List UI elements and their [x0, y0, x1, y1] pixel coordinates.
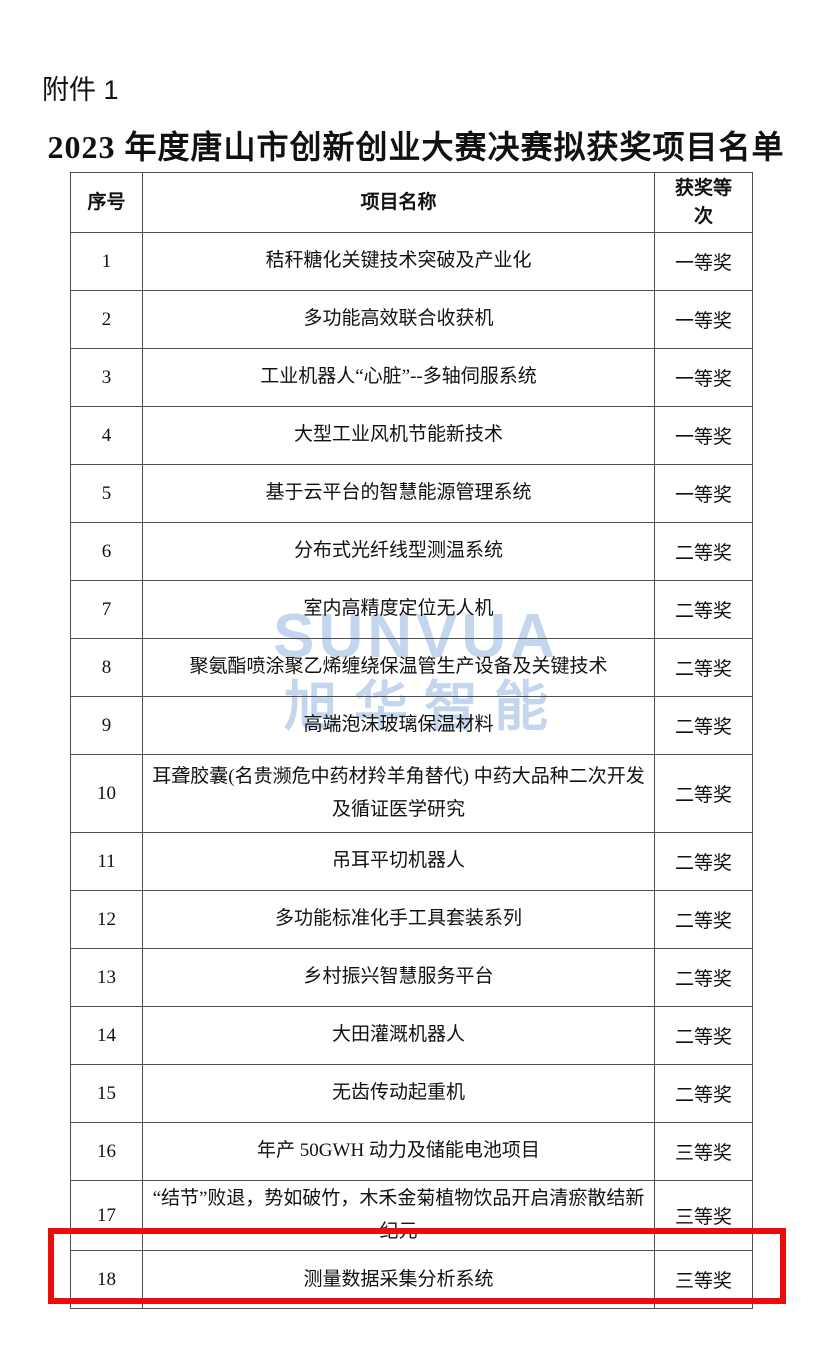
table-header-row: 序号 项目名称 获奖等次	[70, 171, 753, 234]
cell-index: 17	[70, 1180, 143, 1252]
cell-project-name: 测量数据采集分析系统	[142, 1250, 655, 1310]
cell-index: 2	[70, 290, 143, 350]
cell-award-level: 二等奖	[654, 890, 753, 950]
cell-award-level: 三等奖	[654, 1122, 753, 1182]
cell-project-name: 基于云平台的智慧能源管理系统	[142, 464, 655, 524]
cell-index: 12	[70, 890, 143, 950]
cell-project-name: 无齿传动起重机	[142, 1064, 655, 1124]
table-row: 7 室内高精度定位无人机 二等奖	[70, 580, 753, 640]
cell-award-level: 二等奖	[654, 580, 753, 640]
cell-project-name: 吊耳平切机器人	[142, 832, 655, 892]
cell-index: 6	[70, 522, 143, 582]
table-row: 11 吊耳平切机器人 二等奖	[70, 832, 753, 892]
cell-award-level: 一等奖	[654, 290, 753, 350]
table-row: 14 大田灌溉机器人 二等奖	[70, 1006, 753, 1066]
table-row: 2 多功能高效联合收获机 一等奖	[70, 290, 753, 350]
cell-index: 7	[70, 580, 143, 640]
cell-project-name: 年产 50GWH 动力及储能电池项目	[142, 1122, 655, 1182]
cell-award-level: 三等奖	[654, 1250, 753, 1310]
cell-index: 10	[70, 754, 143, 834]
cell-project-name: 秸秆糖化关键技术突破及产业化	[142, 232, 655, 292]
cell-index: 11	[70, 832, 143, 892]
cell-project-name: 室内高精度定位无人机	[142, 580, 655, 640]
cell-index: 4	[70, 406, 143, 466]
table-row: 1 秸秆糖化关键技术突破及产业化 一等奖	[70, 232, 753, 292]
table-row: 10 耳聋胶囊(名贵濒危中药材羚羊角替代) 中药大品种二次开发及循证医学研究 二等奖	[70, 754, 753, 834]
table-body: 1 秸秆糖化关键技术突破及产业化 一等奖 2 多功能高效联合收获机 一等奖 3 工业机器人“心…	[70, 232, 753, 1310]
table-row: 3 工业机器人“心脏”--多轴伺服系统 一等奖	[70, 348, 753, 408]
cell-award-level: 二等奖	[654, 948, 753, 1008]
cell-index: 3	[70, 348, 143, 408]
table-row: 4 大型工业风机节能新技术 一等奖	[70, 406, 753, 466]
cell-award-level: 三等奖	[654, 1180, 753, 1252]
cell-project-name: 工业机器人“心脏”--多轴伺服系统	[142, 348, 655, 408]
cell-award-level: 二等奖	[654, 638, 753, 698]
cell-award-level: 二等奖	[654, 522, 753, 582]
attachment-label: 附件 1	[42, 75, 119, 105]
header-award-level-text: 获奖等次	[674, 178, 732, 227]
table-row: 9 高端泡沫玻璃保温材料 二等奖	[70, 696, 753, 756]
table-row: 17 “结节”败退，势如破竹，木禾金菊植物饮品开启清瘀散结新纪元 三等奖	[70, 1180, 753, 1252]
header-award-level: 获奖等次	[654, 171, 753, 234]
table-head: 序号 项目名称 获奖等次	[70, 171, 753, 234]
cell-index: 16	[70, 1122, 143, 1182]
header-project-name: 项目名称	[142, 171, 655, 234]
cell-award-level: 二等奖	[654, 1006, 753, 1066]
awards-table: 序号 项目名称 获奖等次 1 秸秆糖化关键技术突破及产业化 一等奖 2 多功能高效联合收…	[70, 171, 753, 1310]
cell-award-level: 一等奖	[654, 464, 753, 524]
cell-project-name: 聚氨酯喷涂聚乙烯缠绕保温管生产设备及关键技术	[142, 638, 655, 698]
cell-award-level: 二等奖	[654, 696, 753, 756]
cell-award-level: 一等奖	[654, 406, 753, 466]
table-row: 12 多功能标准化手工具套装系列 二等奖	[70, 890, 753, 950]
cell-index: 18	[70, 1250, 143, 1310]
table-row: 8 聚氨酯喷涂聚乙烯缠绕保温管生产设备及关键技术 二等奖	[70, 638, 753, 698]
cell-project-name: “结节”败退，势如破竹，木禾金菊植物饮品开启清瘀散结新纪元	[142, 1180, 655, 1252]
cell-project-name: 分布式光纤线型测温系统	[142, 522, 655, 582]
cell-project-name: 乡村振兴智慧服务平台	[142, 948, 655, 1008]
header-index: 序号	[70, 171, 143, 234]
table-row: 18 测量数据采集分析系统 三等奖	[70, 1250, 753, 1310]
cell-index: 13	[70, 948, 143, 1008]
table-row: 5 基于云平台的智慧能源管理系统 一等奖	[70, 464, 753, 524]
cell-project-name: 高端泡沫玻璃保温材料	[142, 696, 655, 756]
cell-index: 15	[70, 1064, 143, 1124]
cell-index: 1	[70, 232, 143, 292]
cell-project-name: 耳聋胶囊(名贵濒危中药材羚羊角替代) 中药大品种二次开发及循证医学研究	[142, 754, 655, 834]
cell-index: 8	[70, 638, 143, 698]
table-row: 6 分布式光纤线型测温系统 二等奖	[70, 522, 753, 582]
cell-project-name: 大型工业风机节能新技术	[142, 406, 655, 466]
table-row: 16 年产 50GWH 动力及储能电池项目 三等奖	[70, 1122, 753, 1182]
cell-award-level: 一等奖	[654, 348, 753, 408]
cell-award-level: 二等奖	[654, 1064, 753, 1124]
cell-index: 14	[70, 1006, 143, 1066]
cell-award-level: 一等奖	[654, 232, 753, 292]
cell-award-level: 二等奖	[654, 832, 753, 892]
cell-award-level: 二等奖	[654, 754, 753, 834]
cell-project-name: 大田灌溉机器人	[142, 1006, 655, 1066]
cell-project-name: 多功能高效联合收获机	[142, 290, 655, 350]
cell-index: 5	[70, 464, 143, 524]
table-row: 13 乡村振兴智慧服务平台 二等奖	[70, 948, 753, 1008]
table-row: 15 无齿传动起重机 二等奖	[70, 1064, 753, 1124]
cell-project-name: 多功能标准化手工具套装系列	[142, 890, 655, 950]
page-title: 2023 年度唐山市创新创业大赛决赛拟获奖项目名单	[47, 129, 785, 165]
cell-index: 9	[70, 696, 143, 756]
